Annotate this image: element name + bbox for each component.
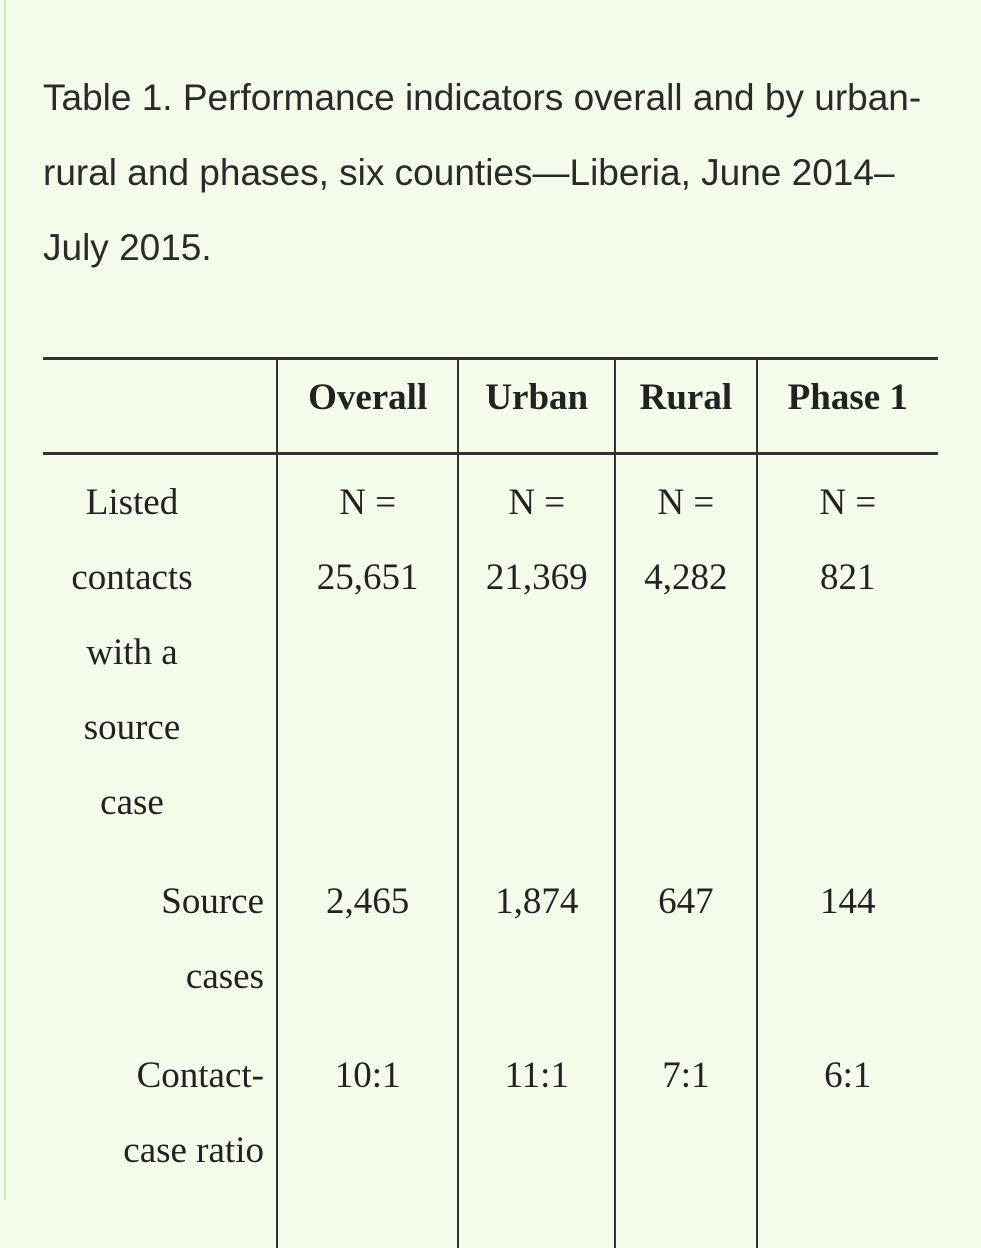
cell-value: 1,874 [459,864,614,939]
table-cell: 1,874 [458,854,615,1028]
cell-line: N = [278,465,457,540]
table-cell: N =25,651 [277,454,458,855]
table-cell: 11:1 [458,1028,615,1248]
column-header: Rural [615,359,756,454]
row-label: Listed contacts with a source case [52,465,212,840]
column-header: Urban [458,359,615,454]
cell-line: 821 [758,540,938,615]
table-cell: 6:1 [757,1028,938,1248]
cell-line: N = [616,465,755,540]
column-header: Phase 1 [757,359,938,454]
cell-value: 647 [616,864,755,939]
table-cell: N =821 [757,454,938,855]
cell-line: N = [758,465,938,540]
table-cell: 7:1 [615,1028,756,1248]
cell-value: 144 [758,864,938,939]
table-cell: 144 [757,854,938,1028]
cell-value: 7:1 [616,1038,755,1113]
table-cell: N =21,369 [458,454,615,855]
cell-value: 6:1 [758,1038,938,1113]
table-cell: 2,465 [277,854,458,1028]
row-label: Contact-case ratio [104,1038,264,1188]
corner-cell [43,359,277,454]
cell-value: 10:1 [278,1038,457,1113]
column-header: Overall [277,359,458,454]
cell-line: 25,651 [278,540,457,615]
page: Table 1. Performance indicators overall … [0,0,981,1200]
left-border [4,0,6,1200]
table-cell: 10:1 [277,1028,458,1248]
table-title: Table 1. Performance indicators overall … [43,60,923,285]
row-label-cell: Listed contacts with a source case [43,454,277,855]
cell-value: 11:1 [459,1038,614,1113]
cell-value: 2,465 [278,864,457,939]
row-label-cell: Contact-case ratio [43,1028,277,1248]
cell-line: N = [459,465,614,540]
row-label-cell: Source cases [43,854,277,1028]
table-cell: N =4,282 [615,454,756,855]
cell-line: 4,282 [616,540,755,615]
row-label: Source cases [104,864,264,1014]
cell-line: 21,369 [459,540,614,615]
table-cell: 647 [615,854,756,1028]
